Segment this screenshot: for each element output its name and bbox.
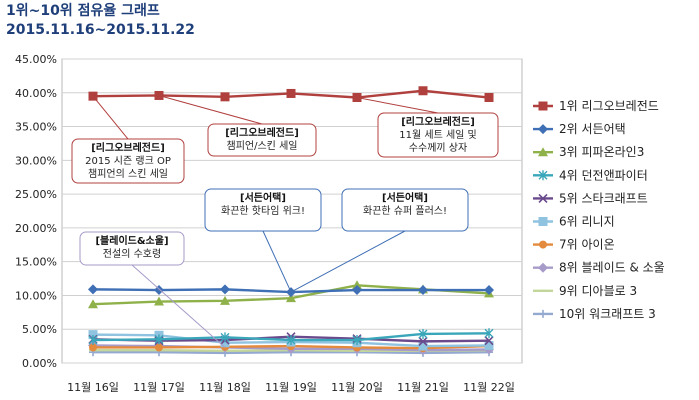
annotation-title: [리그오브레전드] (401, 115, 475, 128)
data-point (286, 335, 296, 346)
legend-item: 9위 디아블로 3 (559, 284, 637, 298)
annotation-box (377, 112, 499, 158)
legend-marker (539, 309, 547, 318)
data-point (154, 334, 164, 345)
annotation-leader (290, 230, 406, 293)
data-point (154, 296, 164, 306)
x-tick-label: 11월 22일 (463, 380, 515, 394)
annotation-leader (131, 264, 226, 348)
annotation-leader (158, 94, 263, 125)
annotation-box (204, 188, 322, 232)
legend-marker (538, 147, 548, 157)
annotation-title: [리그오브레전드] (91, 141, 165, 154)
annotation-box (341, 188, 469, 232)
annotation-text: 수수께끼 상자 (409, 142, 467, 154)
annotation-title: [블레이드&소울] (95, 234, 168, 247)
annotation-text: 전설의 수호령 (103, 248, 161, 260)
data-point (88, 335, 98, 346)
data-point (484, 328, 494, 339)
data-point (352, 335, 362, 346)
chart-subtitle: 2015.11.16~2015.11.22 (6, 22, 195, 38)
legend-item: 5위 스타크래프트 (559, 191, 648, 205)
data-point (352, 285, 362, 296)
y-tick-label: 45.00% (15, 53, 57, 66)
annotation-title: [서든어택] (382, 191, 428, 204)
annotation-title: [서든어택] (240, 191, 286, 204)
data-point (484, 336, 494, 346)
data-point (484, 285, 494, 296)
annotation-leader (92, 95, 129, 140)
data-point (220, 295, 230, 305)
x-tick-label: 11월 18일 (199, 380, 251, 394)
annotation-leader (262, 230, 292, 293)
x-tick-label: 11월 20일 (331, 380, 383, 394)
data-point (418, 285, 428, 296)
annotation-box (71, 138, 185, 184)
x-tick-label: 11월 19일 (265, 380, 317, 394)
x-tick-label: 11월 21일 (397, 380, 449, 394)
legend-marker (538, 170, 548, 181)
legend-item: 7위 아이온 (559, 238, 615, 252)
data-point (88, 284, 98, 295)
x-tick-label: 11월 16일 (67, 380, 119, 394)
data-point (418, 336, 428, 346)
y-tick-label: 20.00% (15, 222, 57, 235)
legend-marker (538, 124, 548, 135)
legend-item: 2위 서든어택 (559, 122, 626, 136)
legend-item: 1위 리그오브레전드 (559, 99, 659, 113)
x-tick-label: 11월 17일 (133, 380, 185, 394)
y-tick-label: 0.00% (22, 357, 57, 370)
y-tick-label: 35.00% (15, 121, 57, 134)
annotation-text: 챔피언/스킨 세일 (227, 140, 298, 152)
y-tick-label: 25.00% (15, 188, 57, 201)
data-point (418, 86, 428, 96)
annotation-text: 11월 세트 세일 및 (399, 129, 476, 141)
y-tick-label: 30.00% (15, 154, 57, 167)
data-point (286, 88, 296, 98)
y-tick-label: 10.00% (15, 289, 57, 302)
legend-marker (538, 193, 548, 203)
annotation-box (79, 231, 185, 266)
y-tick-label: 40.00% (15, 87, 57, 100)
annotation-text: 2015 시즌 랭크 OP (85, 155, 171, 167)
annotation-leader (356, 97, 439, 114)
annotation-text: 챔피언의 스킨 세일 (88, 168, 168, 180)
annotation-text: 화끈한 슈퍼 플러스! (363, 205, 447, 217)
data-point (88, 299, 98, 309)
annotation-title: [리그오브레전드] (225, 126, 299, 139)
chart-title: 1위~10위 점유율 그래프 (6, 3, 160, 19)
data-point (155, 343, 163, 352)
annotation-text: 화끈한 핫타임 위크! (221, 204, 305, 217)
data-point (220, 92, 230, 102)
chart-title-block: 1위~10위 점유율 그래프 2015.11.16~2015.11.22 (6, 2, 195, 40)
data-point (352, 280, 362, 290)
legend-item: 3위 피파온라인3 (559, 145, 644, 159)
data-point (286, 293, 296, 303)
legend-marker (538, 217, 548, 226)
legend-marker (538, 262, 548, 273)
legend-marker (538, 101, 548, 111)
data-point (484, 93, 494, 103)
legend-item: 8위 블레이드 & 소울 (559, 261, 665, 275)
data-point (220, 284, 230, 295)
legend-marker (539, 240, 547, 249)
data-point (154, 285, 164, 296)
y-tick-label: 15.00% (15, 256, 57, 269)
annotation-box (207, 123, 317, 157)
legend-item: 4위 던전앤파이터 (559, 168, 648, 182)
legend-item: 6위 리니지 (559, 215, 615, 229)
data-point (89, 343, 97, 352)
data-point (220, 332, 230, 343)
y-tick-label: 5.00% (22, 323, 57, 336)
legend-item: 10위 워크래프트 3 (559, 307, 656, 321)
data-point (418, 328, 428, 339)
